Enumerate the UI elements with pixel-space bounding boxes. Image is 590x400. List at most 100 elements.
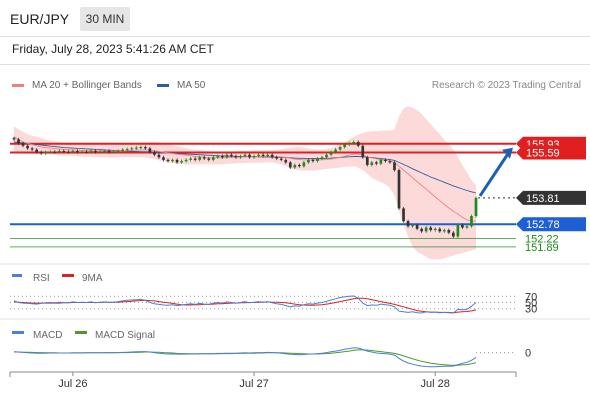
- candle-body: [316, 158, 319, 162]
- candle-body: [452, 232, 455, 237]
- forecast-arrow-head: [502, 147, 513, 159]
- support-label-152.78: 152.78: [526, 219, 560, 231]
- candle-body: [148, 148, 152, 153]
- candle-body: [406, 221, 410, 227]
- candle-body: [71, 150, 75, 153]
- candle-body: [130, 148, 134, 150]
- candle-body: [470, 216, 473, 227]
- candle-body: [438, 228, 442, 232]
- ma50-swatch: [157, 84, 169, 87]
- candle-body: [384, 159, 387, 162]
- candle-body: [112, 151, 115, 153]
- candle-body: [230, 154, 233, 157]
- candle-body: [257, 154, 260, 157]
- candle-body: [17, 139, 20, 144]
- candle-body: [325, 154, 328, 158]
- candle-body: [275, 157, 279, 159]
- candle-body: [175, 159, 179, 163]
- candle-body: [153, 152, 156, 155]
- candle-body: [370, 162, 374, 165]
- candle-body: [207, 158, 211, 160]
- x-axis: Jul 26 Jul 27 Jul 28: [9, 372, 517, 390]
- macd-signal-swatch: [75, 331, 87, 334]
- candle-body: [320, 157, 324, 159]
- candle-body: [356, 141, 360, 146]
- candle-body: [415, 224, 419, 229]
- candle-body: [388, 161, 392, 163]
- candle-body: [288, 162, 292, 168]
- candle-body: [393, 162, 396, 171]
- resistance-label-155.59: 155.59: [526, 147, 560, 159]
- candle-body: [252, 156, 256, 158]
- candle-body: [89, 150, 93, 153]
- candle-body: [216, 156, 220, 158]
- candle-body: [162, 157, 165, 160]
- legend-ma20-label: MA 20 + Bollinger Bands: [32, 80, 142, 91]
- candle-body: [211, 157, 215, 160]
- rsi-swatch: [12, 274, 22, 277]
- candle-body: [365, 157, 369, 165]
- candle-body: [465, 226, 469, 228]
- candle-body: [30, 148, 34, 150]
- macd-legend-label: MACD: [33, 330, 62, 341]
- candle-body: [157, 154, 161, 158]
- candle-body: [193, 158, 197, 160]
- ma9-swatch: [62, 274, 74, 277]
- subheader-divider: [0, 64, 590, 65]
- resistance-tag-155.59: [516, 145, 586, 160]
- candle-body: [171, 159, 174, 162]
- candle-body: [424, 227, 428, 232]
- candle-body: [80, 151, 84, 153]
- candle-body: [293, 164, 297, 168]
- candle-body: [225, 154, 229, 158]
- candle-body: [397, 170, 401, 209]
- x-tick-label: Jul 26: [58, 378, 87, 390]
- forecast-arrow-line: [478, 152, 510, 197]
- candle-body: [261, 154, 265, 157]
- rsi-tick-50: 50: [525, 298, 537, 310]
- timeframe-badge[interactable]: 30 MIN: [80, 7, 130, 31]
- candle-body: [139, 147, 143, 149]
- candle-body: [239, 156, 242, 158]
- candle-body: [26, 145, 29, 149]
- candle-body: [456, 224, 460, 237]
- candle-body: [307, 159, 310, 163]
- macd-signal-legend-label: MACD Signal: [95, 330, 155, 341]
- candle-body: [302, 162, 306, 167]
- target-label-152.22: 152.22: [525, 234, 559, 246]
- currency-pair-title: EUR/JPY: [10, 11, 70, 27]
- candle-body: [125, 149, 129, 151]
- candle-body: [198, 157, 202, 160]
- candle-body: [221, 156, 224, 158]
- candle-body: [85, 151, 88, 153]
- credit-text: Research © 2023 Trading Central: [431, 80, 581, 91]
- support-tag-152.78: [516, 217, 586, 232]
- candle-body: [379, 159, 383, 164]
- candle-body: [352, 141, 356, 144]
- candle-body: [144, 147, 147, 149]
- candle-body: [298, 164, 301, 167]
- candle-body: [121, 149, 125, 151]
- candle-body: [103, 150, 106, 152]
- current-tag-153.81: [516, 190, 586, 205]
- candle-body: [184, 159, 188, 162]
- rsi-line: [13, 295, 477, 314]
- legend-ma50: MA 50: [157, 80, 205, 91]
- candle-body: [62, 150, 66, 152]
- candle-body: [35, 149, 38, 153]
- candle-body: [21, 143, 25, 146]
- candle-body: [44, 152, 48, 154]
- rsi-tick-70: 70: [525, 291, 537, 303]
- ma9-legend-label: 9MA: [82, 273, 103, 284]
- candle-body: [98, 151, 102, 153]
- candle-body: [134, 147, 138, 149]
- candle-body: [12, 138, 16, 140]
- candle-body: [166, 159, 170, 162]
- candle-body: [248, 154, 251, 158]
- legend-ma50-label: MA 50: [177, 80, 206, 91]
- x-tick-label: Jul 27: [239, 378, 268, 390]
- candle-body: [433, 228, 437, 231]
- rsi-ma9-line: [13, 297, 477, 314]
